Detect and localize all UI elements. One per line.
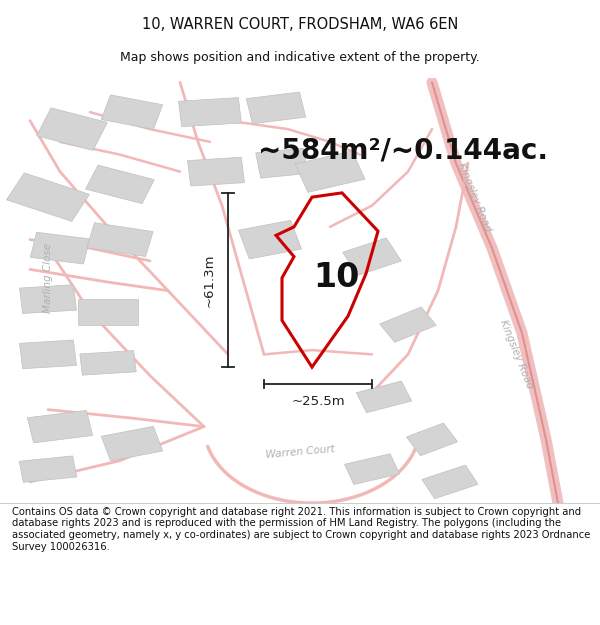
- Polygon shape: [86, 165, 154, 204]
- Text: 10, WARREN COURT, FRODSHAM, WA6 6EN: 10, WARREN COURT, FRODSHAM, WA6 6EN: [142, 17, 458, 32]
- Polygon shape: [295, 151, 365, 192]
- Polygon shape: [20, 285, 76, 314]
- Polygon shape: [188, 158, 244, 186]
- Text: ~61.3m: ~61.3m: [203, 253, 216, 307]
- Text: Map shows position and indicative extent of the property.: Map shows position and indicative extent…: [120, 51, 480, 64]
- Polygon shape: [101, 426, 163, 461]
- Text: ~25.5m: ~25.5m: [291, 395, 345, 408]
- Text: Kingsley Road: Kingsley Road: [455, 161, 493, 233]
- Polygon shape: [246, 92, 306, 124]
- Polygon shape: [78, 299, 138, 324]
- Text: 10: 10: [313, 261, 359, 294]
- Polygon shape: [356, 381, 412, 412]
- Polygon shape: [20, 340, 76, 369]
- Polygon shape: [380, 307, 436, 342]
- Polygon shape: [422, 465, 478, 499]
- Polygon shape: [19, 456, 77, 482]
- Polygon shape: [344, 454, 400, 484]
- Text: Marling Close: Marling Close: [43, 242, 53, 313]
- Polygon shape: [28, 411, 92, 443]
- Polygon shape: [256, 148, 308, 178]
- Polygon shape: [343, 238, 401, 276]
- Polygon shape: [37, 108, 107, 151]
- Text: ~584m²/~0.144ac.: ~584m²/~0.144ac.: [258, 136, 548, 164]
- Polygon shape: [30, 232, 90, 264]
- Polygon shape: [87, 222, 153, 256]
- Polygon shape: [101, 95, 163, 129]
- Polygon shape: [406, 423, 458, 456]
- Text: Contains OS data © Crown copyright and database right 2021. This information is : Contains OS data © Crown copyright and d…: [12, 507, 590, 552]
- Polygon shape: [80, 351, 136, 375]
- Polygon shape: [179, 98, 241, 127]
- Text: Kingsley Road: Kingsley Road: [497, 318, 535, 391]
- Polygon shape: [238, 220, 302, 259]
- Polygon shape: [7, 173, 89, 221]
- Text: Warren Court: Warren Court: [265, 444, 335, 460]
